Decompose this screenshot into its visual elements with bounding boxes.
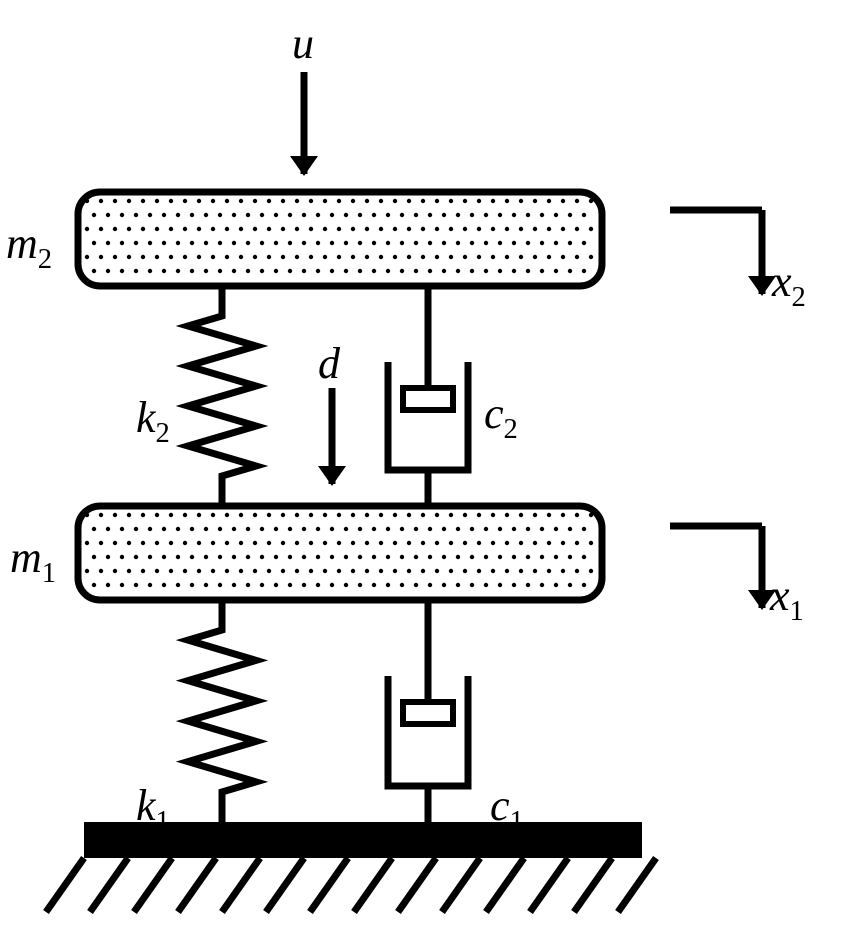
- label-k2: k2: [136, 392, 170, 450]
- label-x1: x1: [770, 570, 804, 628]
- diagram-svg: [0, 0, 858, 929]
- label-m1: m1: [10, 532, 56, 590]
- label-k1: k1: [136, 780, 170, 838]
- label-x2: x2: [772, 256, 806, 314]
- label-d: d: [318, 338, 340, 389]
- label-c2: c2: [484, 388, 518, 446]
- label-u: u: [292, 18, 314, 69]
- diagram-canvas: u d m2 m1 k2 k1 c2 c1 x2 x1: [0, 0, 858, 929]
- label-c1: c1: [490, 780, 524, 838]
- label-m2: m2: [6, 218, 52, 276]
